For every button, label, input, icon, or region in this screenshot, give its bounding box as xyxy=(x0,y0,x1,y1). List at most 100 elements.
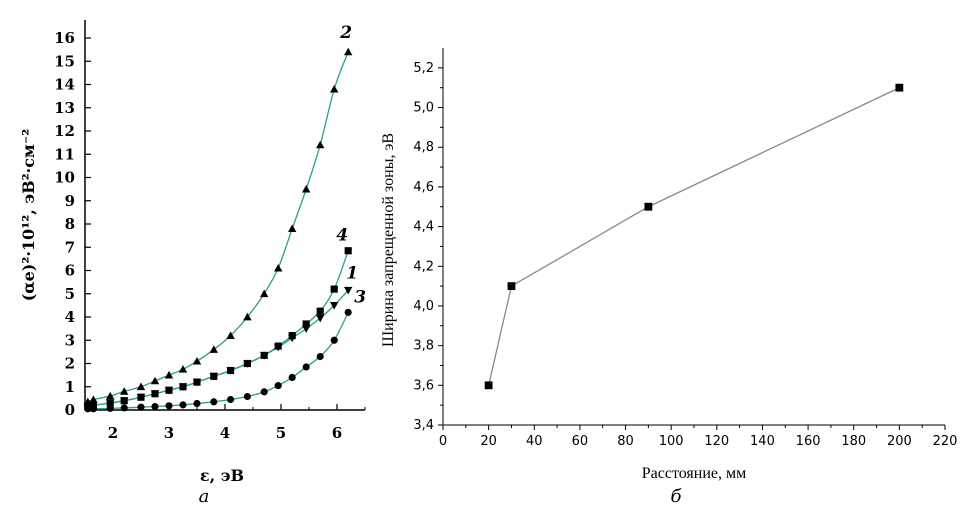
series-1-point xyxy=(274,343,283,352)
series-2-point xyxy=(243,312,252,321)
series-4-point xyxy=(330,285,338,293)
series-2-point xyxy=(192,356,202,365)
panel-a-ylabel: (αe)²·10¹², эВ²·см⁻² xyxy=(19,129,38,302)
panel-a-x-tick-label: 6 xyxy=(332,424,342,442)
series-1-point xyxy=(192,378,202,387)
panel-b-y-tick-label: 4,6 xyxy=(413,180,434,195)
series-1-point xyxy=(120,397,129,405)
series-1-point xyxy=(209,372,218,381)
panel-a-y-tick-label: 9 xyxy=(65,192,75,210)
panel-b-point xyxy=(484,381,493,390)
series-3-point xyxy=(89,405,97,413)
series-3-point xyxy=(165,402,173,410)
series-2-point xyxy=(150,376,160,385)
panel-b-x-tick-label: 120 xyxy=(704,434,729,449)
panel-a-y-tick-label: 6 xyxy=(65,262,75,280)
series-2-point xyxy=(164,370,174,379)
panel-b-y-tick-label: 4,4 xyxy=(413,220,434,235)
panel-a-x-tick-label: 4 xyxy=(220,424,230,442)
series-1-point xyxy=(150,390,160,398)
series-3-point xyxy=(193,399,201,408)
panel-b-y-tick-label: 5,0 xyxy=(413,101,434,116)
series-1-point xyxy=(106,399,115,408)
series-2-point xyxy=(344,47,353,56)
panel-b-x-tick-label: 220 xyxy=(933,434,958,449)
panel-b-ticks: 0 20 40 60 80 100 120 140 160 180 200 220 3,4 3,6 3,8 4… xyxy=(413,61,957,449)
series-2-point xyxy=(302,184,311,193)
series-3-point xyxy=(288,373,296,382)
series-3-point xyxy=(344,308,352,316)
series-3-point xyxy=(227,395,235,404)
series-2-point xyxy=(106,391,115,400)
panel-b-xlabel: Расстояние, мм xyxy=(642,465,747,482)
series-2-point xyxy=(260,289,269,298)
panel-b-x-tick-label: 140 xyxy=(750,434,775,449)
panel-a-curve-labels: 2 4 1 3 xyxy=(336,23,366,307)
panel-b-x-tick-label: 60 xyxy=(572,434,589,449)
series-3-point xyxy=(302,363,310,371)
panel-b-point xyxy=(507,282,516,291)
panel-b-x-tick-label: 180 xyxy=(841,434,866,449)
series-3-point xyxy=(316,352,324,361)
series-3-point xyxy=(210,398,218,406)
panel-a-y-tick-label: 16 xyxy=(54,29,75,47)
panel-a-x-tick-label: 3 xyxy=(164,424,174,442)
panel-b-y-tick-label: 3,8 xyxy=(413,339,434,354)
series-4-point xyxy=(316,307,324,315)
panel-a-y-tick-label: 10 xyxy=(54,169,75,187)
panel-b-y-tick-label: 4,0 xyxy=(413,299,434,314)
series-2-point xyxy=(136,382,146,391)
panel-b-x-tick-label: 200 xyxy=(887,434,912,449)
panel-a-y-tick-label: 3 xyxy=(65,331,75,349)
series-1-point xyxy=(178,383,188,391)
series-1-point xyxy=(260,352,269,360)
series-2-point xyxy=(209,345,218,353)
panel-b-y-tick-label: 3,4 xyxy=(413,418,434,433)
panel-a-y-tick-label: 8 xyxy=(65,215,75,233)
panel-a-fit-curves xyxy=(87,51,349,410)
series-3-point xyxy=(84,405,92,413)
series-2-point xyxy=(274,263,283,272)
curve-label-2: 2 xyxy=(339,23,352,43)
panel-b-x-tick-label: 160 xyxy=(796,434,821,449)
series-3-point xyxy=(260,388,268,396)
series-3-point xyxy=(151,402,159,411)
series-1-point xyxy=(344,286,353,295)
panel-b-markers xyxy=(484,83,904,390)
curve-label-3: 3 xyxy=(354,287,366,307)
series-3-point xyxy=(330,336,338,344)
fit-curve-4 xyxy=(87,250,349,408)
fit-curve-1 xyxy=(87,289,349,408)
series-3-point xyxy=(179,401,187,409)
panel-a-y-tick-label: 5 xyxy=(65,285,75,303)
panel-b-x-tick-label: 80 xyxy=(617,434,634,449)
series-1-point xyxy=(288,334,297,343)
series-1-point xyxy=(243,360,252,368)
series-3-point xyxy=(274,382,282,390)
curve-label-4: 4 xyxy=(336,226,348,246)
series-4-point xyxy=(302,320,310,328)
curve-label-1: 1 xyxy=(346,263,358,283)
series-2-point xyxy=(89,395,98,403)
panel-b-line xyxy=(488,87,900,386)
series-1-point xyxy=(330,302,339,310)
series-2-point xyxy=(120,387,129,395)
panel-a-y-tick-label: 1 xyxy=(65,378,75,396)
series-1-point xyxy=(136,393,146,402)
series-1-point xyxy=(164,386,174,395)
series-1-point xyxy=(226,367,235,375)
panel-a-markers xyxy=(83,47,353,413)
panel-a-y-tick-label: 7 xyxy=(65,238,75,256)
panel-b-x-tick-label: 40 xyxy=(526,434,543,449)
panel-a-x-tick-label: 2 xyxy=(108,424,118,442)
panel-a-y-tick-label: 2 xyxy=(65,355,75,373)
series-2-point xyxy=(316,140,325,149)
series-3-point xyxy=(243,392,251,401)
panel-a-y-tick-label: 4 xyxy=(65,308,75,326)
panel-a-xlabel: ε, эВ xyxy=(200,466,244,485)
panel-a-y-tick-label: 14 xyxy=(54,76,75,94)
panel-b-y-tick-label: 4,2 xyxy=(413,259,434,274)
